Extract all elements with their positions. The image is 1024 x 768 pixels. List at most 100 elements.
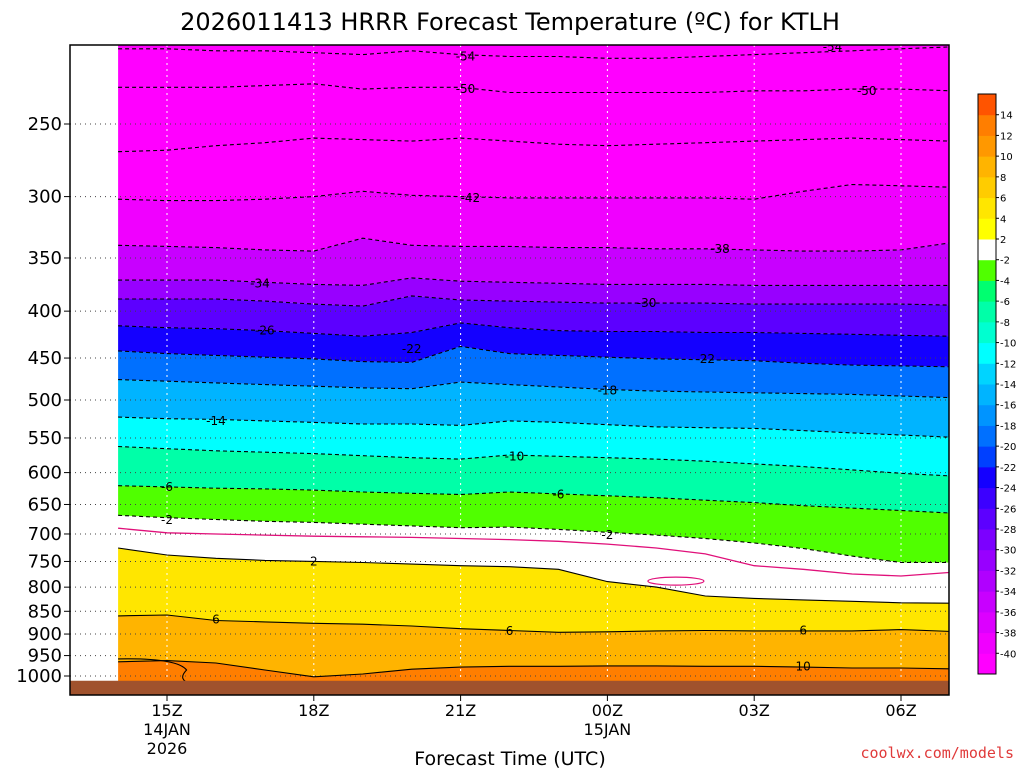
contour-label-20: 6 [506, 624, 514, 638]
contour-label-8: -26 [255, 324, 275, 338]
y-tick-label-650: 650 [28, 494, 62, 515]
contour-label-text: -2 [601, 528, 613, 542]
temp-band-12 [118, 446, 949, 513]
colorbar-swatch-11 [978, 425, 996, 447]
isotherm-lines [118, 46, 949, 685]
contour-label-text: -6 [552, 488, 564, 502]
colorbar-label-25: 12 [1000, 131, 1013, 142]
isotherm--14 [118, 416, 949, 438]
isotherm-10 [118, 660, 949, 678]
grid-lines [70, 45, 949, 695]
colorbar-label-9: -22 [1000, 463, 1016, 474]
isotherm-6 [118, 614, 949, 633]
y-tick-label-950: 950 [28, 646, 62, 667]
contour-label-text: -50 [456, 82, 476, 96]
colorbar-swatch-25 [978, 135, 996, 157]
y-tick-label-500: 500 [28, 390, 62, 411]
temperature-fills [118, 45, 949, 686]
contour-label-5: -38 [710, 242, 730, 256]
contour-label-text: 6 [212, 613, 220, 627]
plot-area: -54-54-50 -50-42-38-34-30-26-22-22-18-14-… [70, 40, 949, 695]
contour-label-text: -14 [206, 414, 226, 428]
colorbar-label-24: 10 [1000, 152, 1013, 163]
contour-label-text: 6 [506, 624, 514, 638]
isotherm--38 [118, 237, 949, 252]
temp-band-16 [118, 615, 949, 677]
colorbar-label-3: -34 [1000, 587, 1016, 598]
colorbar-label-11: -18 [1000, 421, 1016, 432]
colorbar-label-10: -20 [1000, 442, 1016, 453]
colorbar: -40-38-36-34-32-30-28-26-24-22-20-18-16-… [977, 93, 1016, 675]
chart-title: 2026011413 HRRR Forecast Temperature (ºC… [180, 8, 840, 36]
isotherm--22 [118, 345, 949, 368]
y-tick-label-450: 450 [28, 348, 62, 369]
colorbar-swatch-10 [978, 446, 996, 468]
isotherm--18 [118, 379, 949, 399]
colorbar-swatch-13 [978, 384, 996, 406]
contour-label-9: -22 [402, 342, 422, 356]
isotherm-2 [118, 547, 949, 604]
colorbar-swatch-26 [978, 114, 996, 136]
colorbar-swatch-27 [978, 94, 996, 116]
contour-label-text: 10 [795, 660, 810, 674]
contour-label-17: -2 [601, 528, 613, 542]
ground-layer [70, 680, 949, 695]
colorbar-swatch-9 [978, 466, 996, 489]
contour-label-text: -30 [637, 296, 657, 310]
temp-band-3 [118, 138, 949, 201]
colorbar-swatch-16 [978, 321, 996, 344]
isotherm--46 [118, 137, 949, 153]
x-tick-label-00Z: 00Z [592, 701, 623, 720]
isotherm--54 [118, 46, 949, 59]
contour-label-15: -6 [552, 488, 564, 502]
zero-degree-cell [647, 576, 705, 586]
y-tick-label-850: 850 [28, 601, 62, 622]
colorbar-label-16: -8 [1000, 318, 1010, 329]
colorbar-label-17: -6 [1000, 297, 1010, 308]
isotherm--2 [118, 514, 949, 564]
y-tick-label-250: 250 [28, 114, 62, 135]
colorbar-swatch-21 [978, 218, 996, 240]
colorbar-swatch-6 [978, 529, 996, 551]
x-axis-label: Forecast Time (UTC) [414, 748, 605, 768]
x-tick-label-15Z: 15Z [151, 701, 182, 720]
colorbar-swatch-14 [978, 363, 996, 385]
contour-label-text: -6 [161, 480, 173, 494]
contour-label-1: -54 [823, 40, 843, 54]
isotherm--6 [118, 485, 949, 514]
temp-band-7 [118, 295, 949, 337]
colorbar-swatch-7 [978, 508, 996, 530]
contour-label-text: -42 [461, 191, 481, 205]
contour-label-text: -54 [823, 40, 843, 54]
x-tick-sublabel-00Z: 15JAN [584, 720, 632, 739]
temp-band-14 [118, 515, 949, 604]
isotherm--34 [118, 277, 949, 286]
y-axis-ticks: 2503003504004505005506006507007508008509… [16, 114, 70, 687]
contour-label-text: -50 [857, 84, 877, 98]
contour-label-text: -38 [710, 242, 730, 256]
y-tick-label-800: 800 [28, 577, 62, 598]
contour-label-16: -2 [161, 513, 173, 527]
temp-band-1 [118, 46, 949, 93]
colorbar-label-20: 2 [1000, 235, 1006, 246]
colorbar-label-18: -4 [1000, 276, 1010, 287]
contour-label-text: -18 [598, 383, 618, 397]
contour-label-text: -2 [161, 513, 173, 527]
colorbar-label-19: -2 [1000, 256, 1010, 267]
colorbar-label-21: 4 [1000, 214, 1006, 225]
y-tick-label-900: 900 [28, 624, 62, 645]
contour-label-7: -30 [637, 296, 657, 310]
colorbar-label-22: 6 [1000, 194, 1006, 205]
contour-label-text: -26 [255, 324, 275, 338]
contour-label-text: -34 [250, 276, 270, 290]
colorbar-label-13: -14 [1000, 380, 1016, 391]
colorbar-label-14: -12 [1000, 359, 1016, 370]
contour-label-12: -14 [206, 414, 226, 428]
y-tick-label-300: 300 [28, 187, 62, 208]
y-tick-label-350: 350 [28, 248, 62, 269]
isotherm--26 [118, 322, 949, 337]
contour-label-11: -18 [598, 383, 618, 397]
contour-label-0: -54 [456, 49, 476, 63]
